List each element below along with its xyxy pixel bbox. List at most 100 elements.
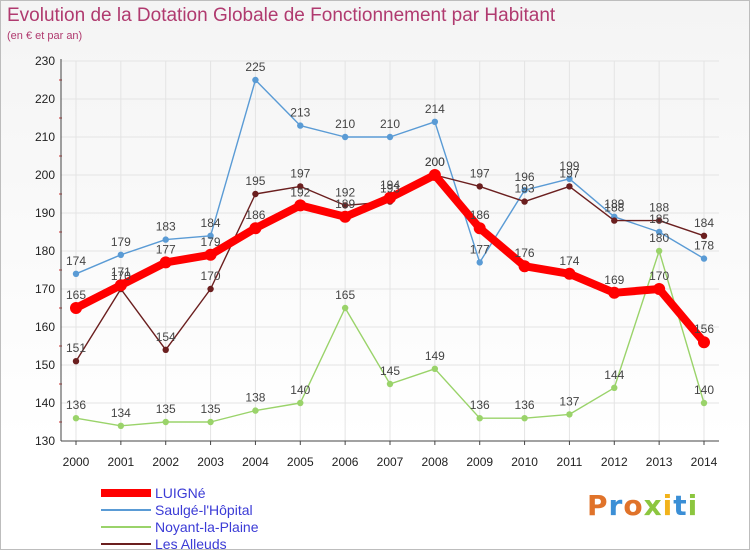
data-label-noyant: 149	[425, 349, 445, 363]
data-point-alleuds	[207, 285, 214, 293]
chart-subtitle: (en € et par an)	[7, 30, 83, 42]
data-label-luigne: 165	[66, 288, 86, 302]
legend-item-saulge: Saulgé-l'Hôpital	[101, 502, 341, 519]
data-label-luigne: 186	[245, 208, 265, 222]
data-label-saulge: 185	[649, 212, 669, 226]
data-point-luigne	[428, 169, 441, 181]
y-tick-label: 210	[35, 130, 55, 144]
proxiti-logo: Proxiti	[587, 489, 699, 522]
data-label-noyant: 140	[694, 383, 714, 397]
series-saulge	[72, 76, 708, 277]
data-point-luigne	[653, 283, 666, 295]
data-point-saulge	[297, 122, 304, 129]
data-point-noyant	[207, 418, 214, 426]
y-tick-label: 130	[35, 434, 55, 448]
data-point-luigne	[70, 302, 82, 314]
data-label-noyant: 140	[290, 383, 310, 397]
data-label-alleuds: 170	[111, 269, 131, 283]
legend-item-luigne: LUIGNé	[101, 485, 341, 502]
data-label-saulge: 196	[515, 170, 535, 184]
data-point-noyant	[341, 304, 349, 312]
data-label-saulge: 225	[245, 60, 265, 74]
data-point-alleuds	[655, 217, 663, 224]
data-point-saulge	[431, 118, 439, 126]
data-point-luigne	[384, 191, 396, 204]
series-luigne	[70, 169, 710, 349]
data-label-luigne: 189	[335, 197, 355, 211]
data-label-luigne: 171	[111, 265, 131, 279]
data-label-noyant: 137	[559, 394, 579, 408]
data-point-saulge	[700, 255, 708, 262]
data-point-alleuds	[476, 183, 483, 190]
legend-swatch-saulge	[101, 509, 151, 511]
data-label-noyant: 135	[201, 402, 221, 416]
data-point-saulge	[207, 232, 214, 239]
series-noyant	[72, 247, 708, 429]
data-point-saulge	[72, 270, 80, 277]
data-label-luigne: 186	[470, 208, 490, 222]
data-point-saulge	[386, 133, 394, 141]
data-point-alleuds	[521, 198, 528, 205]
data-point-saulge	[252, 76, 259, 84]
data-label-alleuds: 200	[425, 155, 445, 169]
legend-label-saulge: Saulgé-l'Hôpital	[155, 502, 253, 518]
data-point-luigne	[518, 260, 531, 273]
data-point-noyant	[162, 418, 169, 426]
y-tick-label: 230	[35, 54, 55, 68]
x-tick-label: 2008	[422, 455, 449, 469]
data-label-noyant: 136	[470, 398, 490, 412]
data-label-saulge: 174	[66, 254, 86, 268]
data-point-noyant	[431, 365, 439, 372]
data-label-luigne: 169	[604, 273, 624, 287]
data-label-saulge: 210	[335, 117, 355, 131]
line-chart: 130 140 150 160 170 180 190 200 210 220 230 2000 200…	[35, 54, 719, 469]
data-label-saulge: 189	[604, 197, 624, 211]
legend-label-alleuds: Les Alleuds	[155, 536, 227, 552]
y-tick-label: 190	[35, 206, 55, 220]
data-label-noyant: 145	[380, 364, 400, 378]
x-tick-label: 2012	[601, 455, 628, 469]
data-point-saulge	[341, 133, 349, 141]
data-point-alleuds	[566, 183, 573, 190]
data-point-alleuds	[72, 358, 80, 365]
legend-swatch-noyant	[101, 526, 151, 528]
data-point-saulge	[655, 228, 663, 236]
x-tick-label: 2003	[197, 455, 224, 469]
data-label-noyant: 136	[515, 398, 535, 412]
data-label-luigne: 179	[201, 235, 221, 249]
data-point-noyant	[521, 415, 528, 422]
data-label-luigne: 156	[694, 322, 714, 336]
data-label-alleuds: 197	[470, 166, 490, 180]
labels-noyant: 136 134 135 135 138 140 165 145 149 136 136 137 144 1…	[66, 231, 714, 420]
data-point-noyant	[476, 415, 483, 422]
data-label-noyant: 165	[335, 288, 355, 302]
data-label-alleuds: 188	[649, 201, 669, 215]
data-label-alleuds: 188	[604, 201, 624, 215]
data-point-luigne	[204, 248, 217, 261]
data-label-alleuds: 193	[380, 182, 400, 196]
x-tick-label: 2010	[511, 455, 538, 469]
data-point-luigne	[608, 286, 621, 299]
data-label-luigne: 177	[156, 242, 176, 256]
legend-swatch-alleuds	[101, 543, 151, 545]
data-point-luigne	[473, 222, 486, 235]
data-point-alleuds	[162, 346, 169, 353]
x-tick-label: 2002	[152, 455, 179, 469]
y-tick-label: 180	[35, 244, 55, 258]
data-label-saulge: 179	[111, 235, 131, 249]
data-point-luigne	[563, 267, 576, 280]
data-label-noyant: 180	[649, 231, 669, 245]
data-label-alleuds: 193	[515, 182, 535, 196]
x-tick-label: 2004	[242, 455, 269, 469]
data-point-luigne	[249, 222, 262, 235]
data-label-alleuds: 192	[335, 185, 355, 199]
x-tick-label: 2006	[332, 455, 359, 469]
data-point-luigne	[339, 210, 352, 223]
data-point-alleuds	[611, 217, 618, 224]
data-point-alleuds	[341, 202, 349, 209]
y-tick-label: 220	[35, 92, 55, 106]
data-label-luigne: 176	[515, 246, 535, 260]
